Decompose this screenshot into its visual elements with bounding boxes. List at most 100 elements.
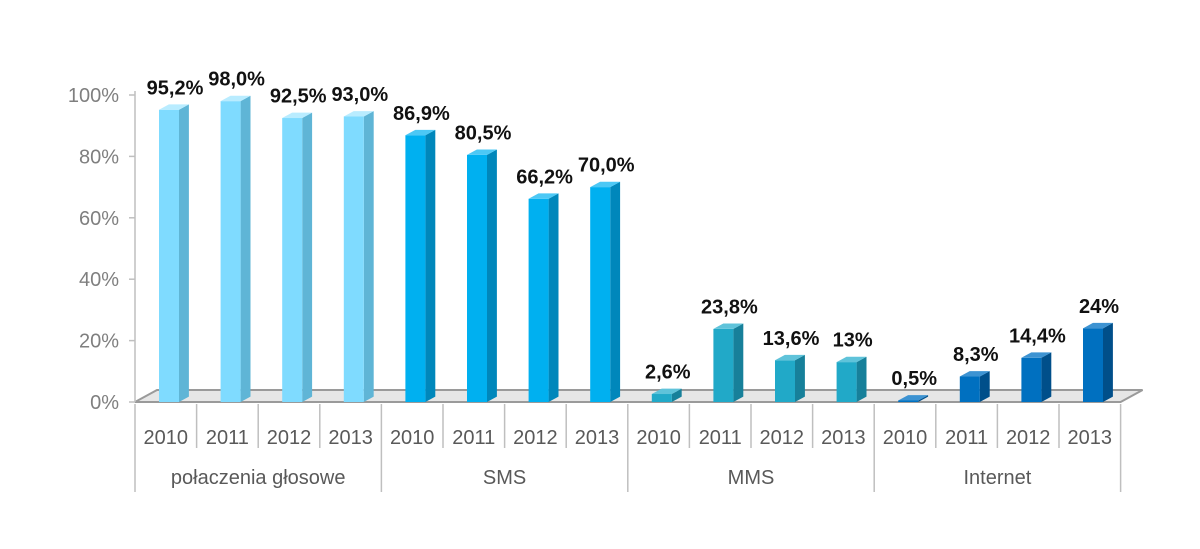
- bar: [959, 371, 990, 402]
- bar-top: [467, 149, 497, 155]
- x-tick-label: 2011: [452, 427, 495, 449]
- data-label: 24%: [1079, 296, 1119, 318]
- x-tick-label: 2011: [945, 427, 988, 449]
- x-tick-label: 2010: [883, 427, 928, 449]
- bar-top: [528, 193, 559, 199]
- data-label: 98,0%: [208, 69, 265, 91]
- x-tick-label: 2012: [1006, 427, 1051, 449]
- bar-front: [159, 109, 179, 403]
- bar-top: [898, 395, 929, 401]
- bar-top: [775, 354, 805, 361]
- bar: [1021, 352, 1052, 402]
- bar-front: [467, 154, 487, 402]
- bar-front: [343, 116, 364, 403]
- bar: [1083, 322, 1113, 402]
- data-label: 95,2%: [147, 77, 204, 99]
- bar-side: [979, 371, 990, 402]
- x-tick-label: 2012: [513, 427, 558, 449]
- bar-top: [282, 112, 313, 119]
- bar: [159, 104, 189, 403]
- bar-top: [1021, 352, 1052, 358]
- y-tick-label: 60%: [79, 208, 119, 230]
- group-label: SMS: [483, 467, 526, 489]
- y-tick-label: 80%: [79, 146, 119, 168]
- bar-front: [1021, 357, 1042, 402]
- bar: [282, 112, 313, 403]
- x-tick-label: 2013: [575, 427, 620, 449]
- data-label: 86,9%: [393, 103, 450, 125]
- bar: [343, 111, 374, 403]
- data-label: 80,5%: [455, 122, 512, 144]
- bar-side: [179, 104, 189, 402]
- x-tick-label: 2012: [760, 427, 805, 449]
- bar-top: [959, 371, 990, 377]
- bar-top: [713, 323, 744, 329]
- bar: [467, 149, 497, 402]
- bar-side: [671, 388, 682, 402]
- bar-top: [1083, 322, 1113, 329]
- x-tick-label: 2011: [699, 427, 742, 449]
- bar-side: [240, 95, 251, 403]
- bar-side: [733, 323, 744, 402]
- bar: [898, 395, 929, 402]
- bar-front: [775, 360, 795, 402]
- bar-top: [651, 388, 682, 395]
- bar-front: [590, 187, 611, 402]
- x-tick-label: 2010: [636, 427, 681, 449]
- chart-labels: 95,2% 2010 98,0% 2011 92,5% 2012 93,0% 2013 poła…: [144, 69, 1120, 489]
- bar-side: [795, 354, 805, 402]
- bar-front: [528, 198, 549, 402]
- y-tick-label: 20%: [79, 331, 119, 353]
- data-label: 13,6%: [763, 328, 820, 350]
- bar-front: [959, 376, 980, 402]
- bar-front: [282, 118, 303, 403]
- x-tick-label: 2013: [1068, 427, 1113, 449]
- bar: [220, 95, 251, 403]
- x-tick-label: 2012: [267, 427, 312, 449]
- bar: [651, 388, 682, 402]
- bar-front: [220, 101, 241, 402]
- bar-top: [405, 129, 436, 136]
- bar: [775, 354, 805, 402]
- group-label: MMS: [728, 467, 775, 489]
- bar: [713, 323, 744, 402]
- bar-front: [713, 328, 734, 402]
- bar-side: [548, 193, 559, 402]
- bar: [836, 356, 867, 402]
- bar-top: [836, 356, 867, 363]
- x-tick-label: 2013: [821, 427, 866, 449]
- bar-top: [159, 104, 189, 110]
- x-tick-label: 2013: [328, 427, 373, 449]
- bar-front: [1083, 328, 1103, 402]
- data-label: 14,4%: [1009, 325, 1066, 347]
- data-label: 0,5%: [891, 368, 937, 390]
- data-label: 66,2%: [516, 166, 573, 188]
- bar-side: [302, 112, 313, 402]
- y-tick-label: 100%: [68, 85, 119, 107]
- bar-front: [836, 362, 857, 402]
- bar-side: [1041, 352, 1052, 402]
- bar-front: [405, 135, 426, 403]
- bar-top: [590, 181, 621, 188]
- x-tick-label: 2011: [206, 427, 249, 449]
- bar-side: [425, 129, 436, 402]
- data-label: 92,5%: [270, 86, 327, 108]
- y-tick-label: 0%: [90, 392, 119, 414]
- data-label: 70,0%: [578, 155, 635, 177]
- chart-axes: 0% 20% 40% 60% 80% 100%: [68, 85, 1144, 492]
- bar-top: [220, 95, 251, 102]
- bar: [528, 193, 559, 402]
- chart-bars: [159, 95, 1113, 403]
- x-tick-label: 2010: [144, 427, 189, 449]
- x-tick-label: 2010: [390, 427, 435, 449]
- bar-side: [1103, 322, 1113, 402]
- y-tick-label: 40%: [79, 269, 119, 291]
- group-label: połaczenia głosowe: [171, 467, 346, 489]
- bar-side: [487, 149, 497, 402]
- bar-front: [651, 394, 672, 402]
- data-label: 23,8%: [701, 297, 758, 319]
- data-label: 2,6%: [645, 362, 691, 384]
- bar: [590, 181, 621, 402]
- bar-side: [918, 395, 929, 402]
